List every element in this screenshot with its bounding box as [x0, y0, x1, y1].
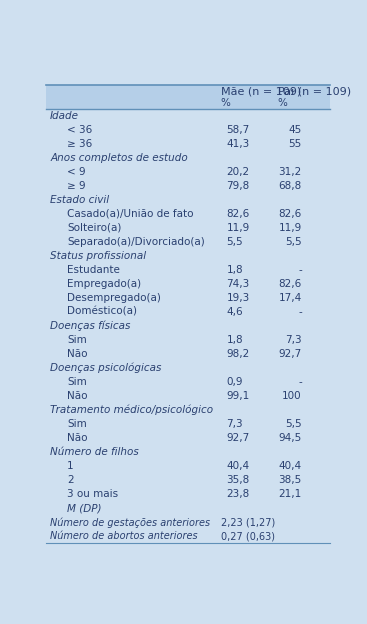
Text: 40,4: 40,4	[226, 461, 250, 471]
Text: 11,9: 11,9	[279, 223, 302, 233]
Text: 1,8: 1,8	[226, 335, 243, 345]
Text: 4,6: 4,6	[226, 307, 243, 317]
Text: -: -	[298, 265, 302, 275]
Text: 7,3: 7,3	[285, 335, 302, 345]
Text: 0,9: 0,9	[226, 377, 243, 387]
Text: Tratamento médico/psicológico: Tratamento médico/psicológico	[50, 405, 213, 416]
Text: Mãe (n = 109): Mãe (n = 109)	[221, 87, 301, 97]
Text: 68,8: 68,8	[279, 181, 302, 191]
Text: Não: Não	[67, 433, 88, 443]
Text: 1: 1	[67, 461, 74, 471]
Text: 40,4: 40,4	[279, 461, 302, 471]
Text: Não: Não	[67, 391, 88, 401]
Text: 5,5: 5,5	[226, 236, 243, 246]
Text: 5,5: 5,5	[285, 419, 302, 429]
Text: 1,8: 1,8	[226, 265, 243, 275]
Text: 55: 55	[288, 139, 302, 149]
Text: M (DP): M (DP)	[67, 504, 102, 514]
Text: Sim: Sim	[67, 377, 87, 387]
Text: 31,2: 31,2	[279, 167, 302, 177]
Text: ≥ 9: ≥ 9	[67, 181, 86, 191]
Text: < 36: < 36	[67, 125, 92, 135]
Text: 100: 100	[282, 391, 302, 401]
Text: ≥ 36: ≥ 36	[67, 139, 92, 149]
Text: %: %	[278, 99, 288, 109]
Text: 35,8: 35,8	[226, 475, 250, 485]
Text: Desempregado(a): Desempregado(a)	[67, 293, 161, 303]
Text: Número de gestações anteriores: Número de gestações anteriores	[50, 517, 210, 527]
Text: 82,6: 82,6	[279, 279, 302, 289]
Text: Doenças psicológicas: Doenças psicológicas	[50, 363, 161, 373]
Text: 99,1: 99,1	[226, 391, 250, 401]
Text: 82,6: 82,6	[226, 208, 250, 219]
Text: 2,23 (1,27): 2,23 (1,27)	[221, 517, 275, 527]
Text: 19,3: 19,3	[226, 293, 250, 303]
FancyBboxPatch shape	[46, 85, 330, 109]
Text: %: %	[221, 99, 231, 109]
Text: Empregado(a): Empregado(a)	[67, 279, 141, 289]
Text: 82,6: 82,6	[279, 208, 302, 219]
Text: Número de filhos: Número de filhos	[50, 447, 139, 457]
Text: 17,4: 17,4	[279, 293, 302, 303]
Text: Pai (n = 109): Pai (n = 109)	[278, 87, 351, 97]
Text: 58,7: 58,7	[226, 125, 250, 135]
Text: 74,3: 74,3	[226, 279, 250, 289]
Text: 38,5: 38,5	[279, 475, 302, 485]
Text: 0,27 (0,63): 0,27 (0,63)	[221, 531, 275, 542]
Text: 94,5: 94,5	[279, 433, 302, 443]
Text: Status profissional: Status profissional	[50, 251, 146, 261]
Text: Sim: Sim	[67, 335, 87, 345]
Text: 5,5: 5,5	[285, 236, 302, 246]
Text: 7,3: 7,3	[226, 419, 243, 429]
Text: 23,8: 23,8	[226, 489, 250, 499]
Text: Não: Não	[67, 349, 88, 359]
Text: Número de abortos anteriores: Número de abortos anteriores	[50, 531, 198, 542]
Text: 2: 2	[67, 475, 74, 485]
Text: 41,3: 41,3	[226, 139, 250, 149]
Text: Separado(a)/Divorciado(a): Separado(a)/Divorciado(a)	[67, 236, 205, 246]
Text: 79,8: 79,8	[226, 181, 250, 191]
Text: Doenças físicas: Doenças físicas	[50, 321, 131, 331]
Text: 98,2: 98,2	[226, 349, 250, 359]
Text: 20,2: 20,2	[226, 167, 250, 177]
Text: < 9: < 9	[67, 167, 86, 177]
Text: Solteiro(a): Solteiro(a)	[67, 223, 121, 233]
Text: Idade: Idade	[50, 110, 79, 120]
Text: -: -	[298, 307, 302, 317]
Text: 92,7: 92,7	[279, 349, 302, 359]
Text: Casado(a)/União de fato: Casado(a)/União de fato	[67, 208, 194, 219]
Text: -: -	[298, 377, 302, 387]
Text: 45: 45	[288, 125, 302, 135]
Text: 3 ou mais: 3 ou mais	[67, 489, 118, 499]
Text: Estado civil: Estado civil	[50, 195, 109, 205]
Text: Estudante: Estudante	[67, 265, 120, 275]
Text: 92,7: 92,7	[226, 433, 250, 443]
Text: Sim: Sim	[67, 419, 87, 429]
Text: 21,1: 21,1	[279, 489, 302, 499]
Text: Doméstico(a): Doméstico(a)	[67, 307, 137, 317]
Text: 11,9: 11,9	[226, 223, 250, 233]
Text: Anos completos de estudo: Anos completos de estudo	[50, 153, 188, 163]
